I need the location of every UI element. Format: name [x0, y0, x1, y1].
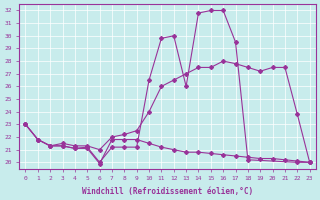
X-axis label: Windchill (Refroidissement éolien,°C): Windchill (Refroidissement éolien,°C)	[82, 187, 253, 196]
